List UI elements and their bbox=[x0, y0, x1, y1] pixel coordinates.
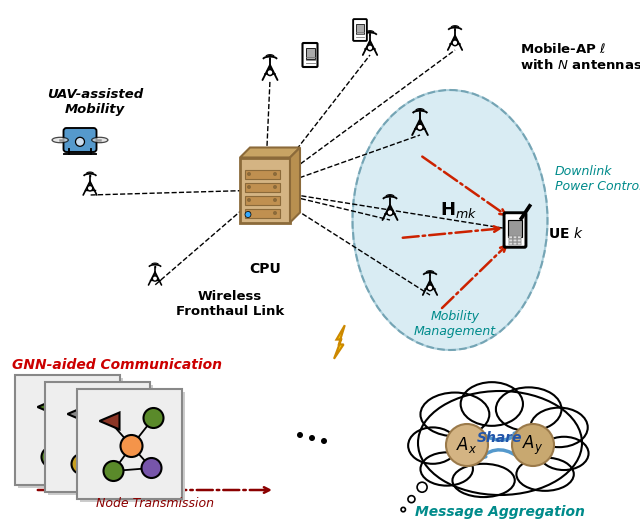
FancyBboxPatch shape bbox=[517, 236, 521, 239]
Circle shape bbox=[321, 438, 327, 444]
Circle shape bbox=[58, 421, 81, 443]
Circle shape bbox=[267, 70, 273, 76]
Circle shape bbox=[81, 394, 102, 414]
Text: Mobility
Management: Mobility Management bbox=[414, 310, 496, 338]
FancyBboxPatch shape bbox=[509, 242, 513, 245]
Circle shape bbox=[297, 432, 303, 438]
FancyBboxPatch shape bbox=[509, 239, 513, 242]
FancyBboxPatch shape bbox=[240, 157, 290, 222]
Polygon shape bbox=[38, 399, 58, 416]
Circle shape bbox=[401, 507, 406, 512]
Circle shape bbox=[417, 124, 423, 130]
Circle shape bbox=[273, 172, 277, 176]
Circle shape bbox=[273, 198, 277, 202]
FancyBboxPatch shape bbox=[509, 236, 513, 239]
Circle shape bbox=[120, 435, 143, 457]
Text: Node Transmission: Node Transmission bbox=[96, 497, 214, 510]
Circle shape bbox=[512, 424, 554, 466]
Text: $A_y$: $A_y$ bbox=[522, 433, 543, 457]
FancyBboxPatch shape bbox=[245, 195, 280, 204]
FancyBboxPatch shape bbox=[48, 385, 153, 495]
Text: GNN-aided Communication: GNN-aided Communication bbox=[12, 358, 222, 372]
Circle shape bbox=[427, 285, 433, 291]
Text: Downlink
Power Control: Downlink Power Control bbox=[555, 165, 640, 193]
Circle shape bbox=[417, 482, 427, 492]
Text: Share: Share bbox=[477, 431, 523, 445]
Text: $A_x$: $A_x$ bbox=[456, 435, 477, 455]
Ellipse shape bbox=[496, 388, 561, 431]
Circle shape bbox=[87, 185, 93, 191]
Text: CPU: CPU bbox=[249, 262, 281, 276]
Circle shape bbox=[309, 435, 315, 441]
Polygon shape bbox=[334, 325, 345, 359]
FancyBboxPatch shape bbox=[517, 242, 521, 245]
Circle shape bbox=[88, 428, 111, 450]
Text: Mobile-AP $\ell$
with $N$ antennas: Mobile-AP $\ell$ with $N$ antennas bbox=[520, 42, 640, 72]
FancyBboxPatch shape bbox=[305, 48, 314, 59]
Polygon shape bbox=[109, 452, 129, 469]
Polygon shape bbox=[240, 147, 300, 157]
FancyBboxPatch shape bbox=[245, 169, 280, 178]
Circle shape bbox=[247, 198, 251, 202]
FancyBboxPatch shape bbox=[245, 209, 280, 218]
Text: $\mathbf{H}_{mk}$: $\mathbf{H}_{mk}$ bbox=[440, 200, 477, 220]
Ellipse shape bbox=[452, 464, 515, 497]
Circle shape bbox=[387, 210, 393, 215]
Ellipse shape bbox=[461, 382, 523, 426]
Polygon shape bbox=[67, 406, 88, 422]
Circle shape bbox=[273, 185, 277, 189]
Circle shape bbox=[247, 185, 251, 189]
Circle shape bbox=[367, 45, 373, 51]
Circle shape bbox=[42, 447, 61, 467]
FancyBboxPatch shape bbox=[15, 375, 120, 485]
Circle shape bbox=[247, 211, 251, 215]
Ellipse shape bbox=[408, 427, 458, 464]
Circle shape bbox=[452, 40, 458, 46]
Ellipse shape bbox=[516, 458, 574, 491]
Polygon shape bbox=[290, 147, 300, 222]
FancyBboxPatch shape bbox=[18, 378, 123, 488]
Text: Message Aggregation: Message Aggregation bbox=[415, 505, 585, 519]
Circle shape bbox=[72, 454, 92, 474]
Circle shape bbox=[104, 461, 124, 481]
FancyBboxPatch shape bbox=[356, 24, 364, 34]
Ellipse shape bbox=[418, 391, 582, 495]
FancyBboxPatch shape bbox=[63, 128, 97, 152]
FancyBboxPatch shape bbox=[513, 236, 517, 239]
Text: UAV-assisted
Mobility: UAV-assisted Mobility bbox=[47, 88, 143, 116]
Text: UE $k$: UE $k$ bbox=[548, 225, 584, 240]
Circle shape bbox=[152, 276, 157, 281]
Ellipse shape bbox=[52, 137, 68, 143]
Circle shape bbox=[247, 172, 251, 176]
FancyBboxPatch shape bbox=[513, 239, 517, 242]
Ellipse shape bbox=[531, 408, 588, 447]
FancyBboxPatch shape bbox=[353, 19, 367, 41]
Circle shape bbox=[76, 137, 84, 146]
FancyBboxPatch shape bbox=[508, 220, 522, 237]
Circle shape bbox=[143, 408, 163, 428]
Text: Wireless
Fronthaul Link: Wireless Fronthaul Link bbox=[176, 290, 284, 318]
FancyBboxPatch shape bbox=[45, 382, 150, 492]
Circle shape bbox=[446, 424, 488, 466]
FancyBboxPatch shape bbox=[245, 183, 280, 192]
Ellipse shape bbox=[420, 452, 473, 486]
Polygon shape bbox=[99, 412, 120, 429]
Circle shape bbox=[408, 496, 415, 503]
Ellipse shape bbox=[540, 437, 589, 470]
Polygon shape bbox=[79, 447, 99, 464]
Circle shape bbox=[273, 211, 277, 215]
FancyBboxPatch shape bbox=[303, 43, 317, 67]
Ellipse shape bbox=[420, 392, 490, 436]
Circle shape bbox=[245, 212, 251, 218]
Ellipse shape bbox=[353, 90, 547, 350]
FancyBboxPatch shape bbox=[80, 392, 185, 502]
FancyBboxPatch shape bbox=[513, 242, 517, 245]
FancyBboxPatch shape bbox=[517, 239, 521, 242]
FancyBboxPatch shape bbox=[504, 213, 526, 247]
Ellipse shape bbox=[92, 137, 108, 143]
FancyBboxPatch shape bbox=[77, 389, 182, 499]
Circle shape bbox=[141, 458, 161, 478]
Circle shape bbox=[111, 401, 131, 421]
